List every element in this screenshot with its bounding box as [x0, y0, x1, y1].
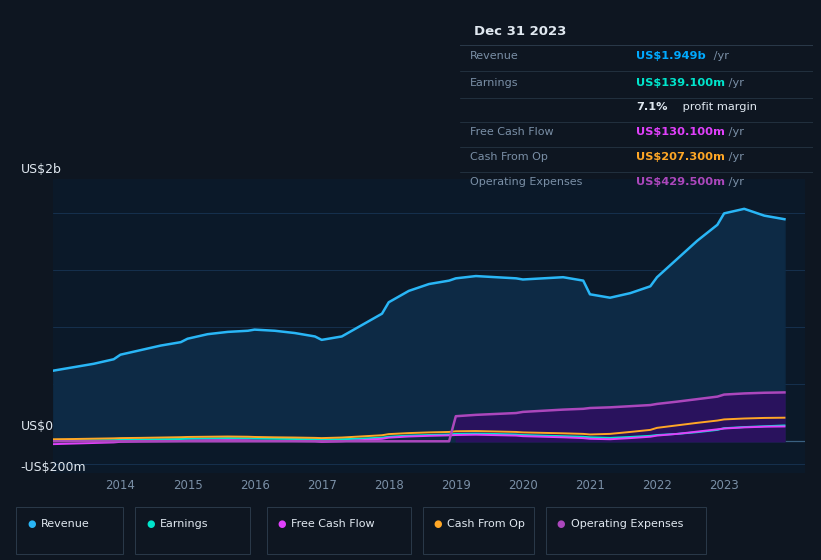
Text: 7.1%: 7.1%: [636, 102, 667, 111]
Text: /yr: /yr: [725, 78, 745, 88]
Text: US$130.100m: US$130.100m: [636, 128, 725, 138]
Text: /yr: /yr: [725, 152, 745, 162]
Text: Operating Expenses: Operating Expenses: [470, 177, 583, 187]
Text: Cash From Op: Cash From Op: [447, 519, 525, 529]
Text: ●: ●: [433, 519, 442, 529]
Text: US$207.300m: US$207.300m: [636, 152, 725, 162]
Text: US$1.949b: US$1.949b: [636, 51, 706, 61]
Text: US$429.500m: US$429.500m: [636, 177, 725, 187]
Text: Earnings: Earnings: [470, 78, 519, 88]
Text: US$139.100m: US$139.100m: [636, 78, 725, 88]
Text: /yr: /yr: [725, 128, 745, 138]
Text: Free Cash Flow: Free Cash Flow: [470, 128, 554, 138]
Text: -US$200m: -US$200m: [21, 461, 86, 474]
Text: Cash From Op: Cash From Op: [470, 152, 548, 162]
Text: /yr: /yr: [709, 51, 729, 61]
Text: Operating Expenses: Operating Expenses: [571, 519, 683, 529]
Text: ●: ●: [277, 519, 286, 529]
Text: Free Cash Flow: Free Cash Flow: [291, 519, 375, 529]
Text: Revenue: Revenue: [41, 519, 89, 529]
Text: US$2b: US$2b: [21, 164, 62, 176]
Text: /yr: /yr: [725, 177, 745, 187]
Text: Dec 31 2023: Dec 31 2023: [474, 25, 566, 38]
Text: Revenue: Revenue: [470, 51, 519, 61]
Text: Earnings: Earnings: [160, 519, 209, 529]
Text: ●: ●: [557, 519, 565, 529]
Text: ●: ●: [27, 519, 35, 529]
Text: profit margin: profit margin: [679, 102, 757, 111]
Text: ●: ●: [146, 519, 154, 529]
Text: US$0: US$0: [21, 420, 53, 433]
